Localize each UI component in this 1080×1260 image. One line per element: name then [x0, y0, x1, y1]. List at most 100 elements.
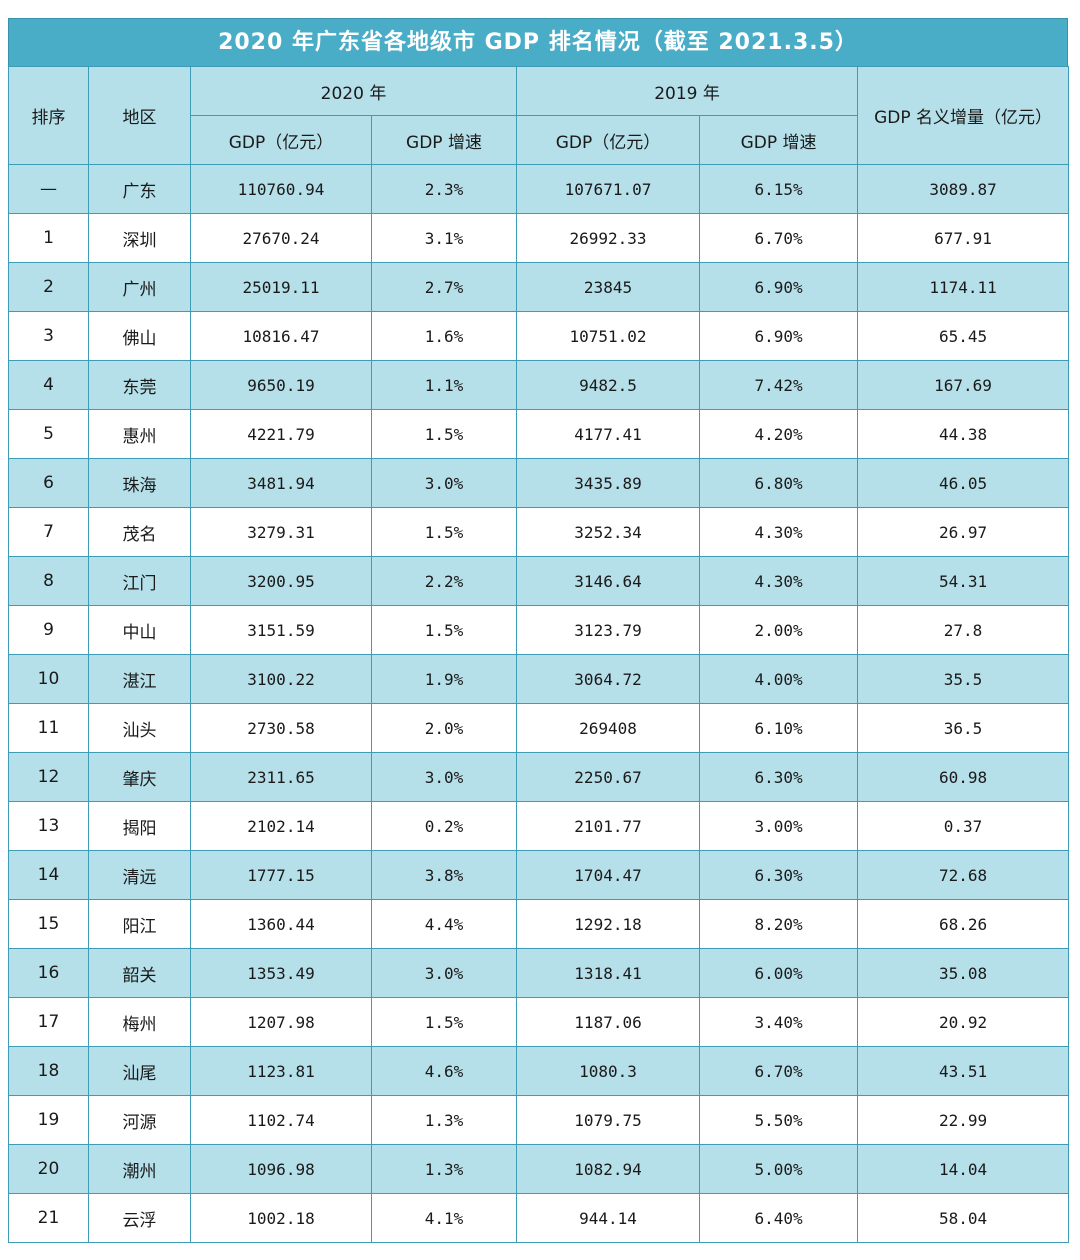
- table-row: 12 肇庆 2311.65 3.0% 2250.67 6.30% 60.98: [8, 752, 1070, 802]
- gdp-2020-cell: 3200.95: [190, 556, 372, 606]
- region-cell: 肇庆: [88, 752, 191, 802]
- header-year-2019: 2019 年: [516, 66, 859, 116]
- region-cell: 揭阳: [88, 801, 191, 851]
- region-cell: 东莞: [88, 360, 191, 410]
- growth-2019-cell: 7.42%: [699, 360, 859, 410]
- growth-2019-cell: 6.90%: [699, 262, 859, 312]
- gdp-2019-cell: 10751.02: [516, 311, 701, 361]
- growth-2020-cell: 2.7%: [370, 262, 518, 312]
- region-cell: 阳江: [88, 899, 191, 949]
- nominal-increase-cell: 20.92: [857, 997, 1070, 1047]
- growth-2020-cell: 1.1%: [370, 360, 518, 410]
- gdp-2020-cell: 1102.74: [190, 1095, 372, 1145]
- gdp-2020-cell: 1207.98: [190, 997, 372, 1047]
- header-growth-2019: GDP 增速: [699, 115, 859, 165]
- nominal-increase-cell: 35.08: [857, 948, 1070, 998]
- region-cell: 潮州: [88, 1144, 191, 1194]
- gdp-2020-cell: 9650.19: [190, 360, 372, 410]
- table-row: 18 汕尾 1123.81 4.6% 1080.3 6.70% 43.51: [8, 1046, 1070, 1096]
- table-row: 10 湛江 3100.22 1.9% 3064.72 4.00% 35.5: [8, 654, 1070, 704]
- region-cell: 广东: [88, 164, 191, 214]
- rank-cell: 9: [8, 605, 89, 655]
- growth-2019-cell: 6.90%: [699, 311, 859, 361]
- growth-2020-cell: 1.6%: [370, 311, 518, 361]
- growth-2019-cell: 6.70%: [699, 1046, 859, 1096]
- growth-2019-cell: 6.30%: [699, 850, 859, 900]
- rank-cell: 11: [8, 703, 89, 753]
- gdp-2019-cell: 2250.67: [516, 752, 701, 802]
- nominal-increase-cell: 35.5: [857, 654, 1070, 704]
- gdp-2020-cell: 27670.24: [190, 213, 372, 263]
- region-cell: 茂名: [88, 507, 191, 557]
- nominal-increase-cell: 1174.11: [857, 262, 1070, 312]
- nominal-increase-cell: 72.68: [857, 850, 1070, 900]
- rank-cell: 1: [8, 213, 89, 263]
- nominal-increase-cell: 44.38: [857, 409, 1070, 459]
- nominal-increase-cell: 0.37: [857, 801, 1070, 851]
- table-row: 2 广州 25019.11 2.7% 23845 6.90% 1174.11: [8, 262, 1070, 312]
- growth-2019-cell: 5.50%: [699, 1095, 859, 1145]
- gdp-2019-cell: 3435.89: [516, 458, 701, 508]
- region-cell: 佛山: [88, 311, 191, 361]
- growth-2020-cell: 1.5%: [370, 507, 518, 557]
- rank-cell: 13: [8, 801, 89, 851]
- region-cell: 珠海: [88, 458, 191, 508]
- rank-cell: 15: [8, 899, 89, 949]
- table-body: — 广东 110760.94 2.3% 107671.07 6.15% 3089.87 1 深圳…: [8, 164, 1070, 1243]
- nominal-increase-cell: 22.99: [857, 1095, 1070, 1145]
- growth-2020-cell: 2.2%: [370, 556, 518, 606]
- header-gdp-2020: GDP（亿元）: [190, 115, 372, 165]
- table-row: 1 深圳 27670.24 3.1% 26992.33 6.70% 677.91: [8, 213, 1070, 263]
- growth-2020-cell: 1.5%: [370, 605, 518, 655]
- gdp-2019-cell: 9482.5: [516, 360, 701, 410]
- gdp-2020-cell: 3151.59: [190, 605, 372, 655]
- region-cell: 汕头: [88, 703, 191, 753]
- nominal-increase-cell: 27.8: [857, 605, 1070, 655]
- gdp-2020-cell: 10816.47: [190, 311, 372, 361]
- region-cell: 韶关: [88, 948, 191, 998]
- gdp-2020-cell: 2311.65: [190, 752, 372, 802]
- table-row: — 广东 110760.94 2.3% 107671.07 6.15% 3089.87: [8, 164, 1070, 214]
- rank-cell: 6: [8, 458, 89, 508]
- growth-2019-cell: 6.30%: [699, 752, 859, 802]
- region-cell: 江门: [88, 556, 191, 606]
- nominal-increase-cell: 36.5: [857, 703, 1070, 753]
- rank-cell: 16: [8, 948, 89, 998]
- rank-cell: 18: [8, 1046, 89, 1096]
- nominal-increase-cell: 54.31: [857, 556, 1070, 606]
- gdp-2020-cell: 2730.58: [190, 703, 372, 753]
- nominal-increase-cell: 65.45: [857, 311, 1070, 361]
- growth-2019-cell: 3.00%: [699, 801, 859, 851]
- gdp-2020-cell: 3481.94: [190, 458, 372, 508]
- gdp-2020-cell: 1002.18: [190, 1193, 372, 1243]
- growth-2020-cell: 1.3%: [370, 1095, 518, 1145]
- growth-2020-cell: 2.0%: [370, 703, 518, 753]
- header-region: 地区: [88, 66, 191, 165]
- gdp-2020-cell: 25019.11: [190, 262, 372, 312]
- rank-cell: 21: [8, 1193, 89, 1243]
- gdp-2019-cell: 1187.06: [516, 997, 701, 1047]
- nominal-increase-cell: 58.04: [857, 1193, 1070, 1243]
- nominal-increase-cell: 46.05: [857, 458, 1070, 508]
- gdp-2019-cell: 269408: [516, 703, 701, 753]
- table-row: 9 中山 3151.59 1.5% 3123.79 2.00% 27.8: [8, 605, 1070, 655]
- growth-2020-cell: 3.1%: [370, 213, 518, 263]
- gdp-2019-cell: 26992.33: [516, 213, 701, 263]
- rank-cell: 12: [8, 752, 89, 802]
- table-row: 5 惠州 4221.79 1.5% 4177.41 4.20% 44.38: [8, 409, 1070, 459]
- header-gdp-2019: GDP（亿元）: [516, 115, 701, 165]
- gdp-2019-cell: 23845: [516, 262, 701, 312]
- growth-2020-cell: 3.8%: [370, 850, 518, 900]
- gdp-2019-cell: 1080.3: [516, 1046, 701, 1096]
- rank-cell: 20: [8, 1144, 89, 1194]
- gdp-2019-cell: 1704.47: [516, 850, 701, 900]
- growth-2019-cell: 6.10%: [699, 703, 859, 753]
- region-cell: 清远: [88, 850, 191, 900]
- region-cell: 惠州: [88, 409, 191, 459]
- rank-cell: —: [8, 164, 89, 214]
- growth-2019-cell: 4.30%: [699, 556, 859, 606]
- region-cell: 深圳: [88, 213, 191, 263]
- gdp-2019-cell: 944.14: [516, 1193, 701, 1243]
- gdp-2020-cell: 1353.49: [190, 948, 372, 998]
- region-cell: 河源: [88, 1095, 191, 1145]
